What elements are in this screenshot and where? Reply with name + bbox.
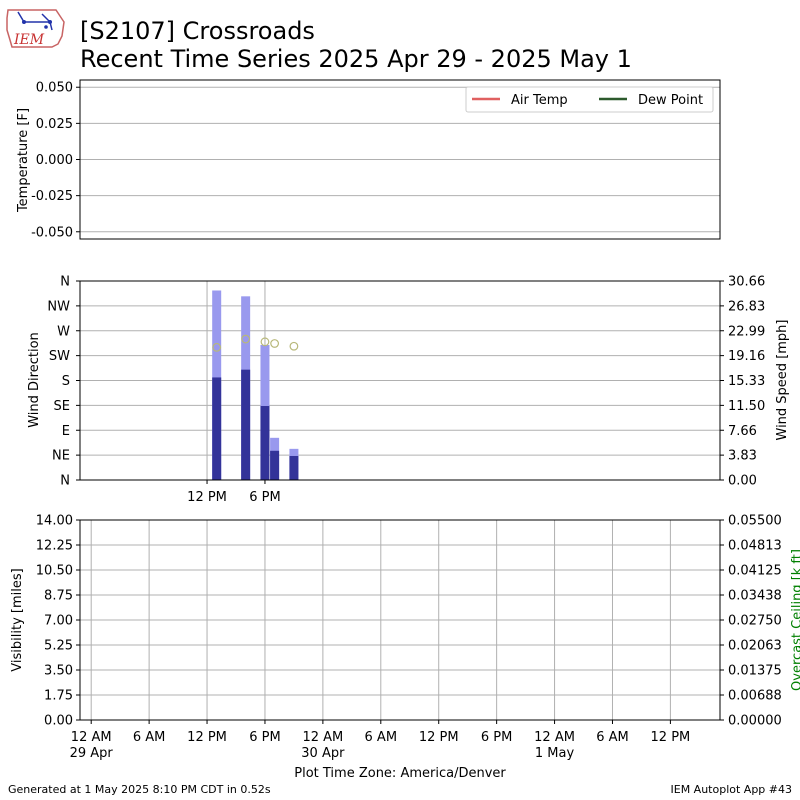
- wind-speed-axis-label: Wind Speed [mph]: [775, 320, 790, 441]
- visibility-y-tick-label: 1.75: [44, 689, 73, 704]
- time-x-tick-label: 30 Apr: [301, 746, 345, 761]
- ceiling-y-tick-label: 0.02750: [728, 614, 782, 629]
- visibility-y-tick-label: 8.75: [44, 589, 73, 604]
- time-x-tick-label: 6 AM: [596, 730, 629, 745]
- temperature-y-tick-label: 0.025: [36, 117, 73, 132]
- wind-direction-ticks: N NE E SE S SW W NW N: [47, 275, 80, 489]
- time-x-tick-label: 6 PM: [249, 730, 280, 745]
- wind-speed-ticks: 0.00 3.83 7.66 11.50 15.33 19.16 22.99 26.83 30.…: [720, 275, 765, 489]
- wind-speed-bar: [212, 377, 222, 480]
- time-x-tick-label: 12 PM: [651, 730, 691, 745]
- time-x-tick-label: 12 PM: [187, 730, 227, 745]
- visibility-y-tick-label: 12.25: [36, 539, 73, 554]
- temperature-y-axis-label: Temperature [F]: [16, 108, 31, 213]
- legend-box: [465, 86, 714, 113]
- wind-speed-bar: [289, 455, 299, 480]
- temperature-y-tick-label: -0.050: [31, 225, 73, 240]
- logo-text: IEM: [13, 32, 45, 48]
- visibility-grid: [80, 519, 720, 721]
- iem-logo: IEM: [6, 9, 65, 48]
- visibility-y-tick-label: 10.50: [36, 564, 73, 579]
- wind-direction-point: [270, 339, 280, 348]
- wind-grid: [80, 280, 720, 481]
- wind-direction-tick-label: W: [57, 324, 70, 339]
- ceiling-y-tick-label: 0.05500: [728, 514, 782, 529]
- wind-speed-tick-label: 30.66: [728, 275, 765, 290]
- wind-direction-tick-label: E: [62, 424, 70, 439]
- visibility-y-tick-label: 5.25: [44, 639, 73, 654]
- wind-direction-tick-label: SE: [54, 399, 70, 414]
- time-x-tick-label: 29 Apr: [70, 746, 114, 761]
- wind-direction-point: [260, 337, 270, 347]
- legend-dew-point-label: Dew Point: [638, 93, 703, 108]
- wind-speed-tick-label: 22.99: [728, 324, 765, 339]
- visibility-y-tick-label: 7.00: [44, 614, 73, 629]
- ceiling-y-tick-label: 0.04125: [728, 564, 782, 579]
- time-x-tick-label: 6 PM: [481, 730, 512, 745]
- wind-direction-tick-label: NW: [47, 299, 70, 314]
- wind-direction-markers: [212, 334, 299, 352]
- visibility-y-ticks: 0.00 1.75 3.50 5.25 7.00 8.75 10.50 12.25 14.00: [36, 514, 80, 729]
- time-x-tick-label: 6 AM: [365, 730, 398, 745]
- wind-direction-tick-label: SW: [49, 349, 70, 364]
- wind-direction-tick-label: S: [62, 374, 70, 389]
- time-axis-label: Plot Time Zone: America/Denver: [294, 766, 506, 781]
- wind-x-tick-label: 12 PM: [187, 490, 227, 505]
- temperature-panel: 0.050 0.025 0.000 -0.025 -0.050 Temperature …: [16, 79, 721, 240]
- wind-speed-bar: [270, 450, 280, 480]
- wind-speed-tick-label: 19.16: [728, 349, 765, 364]
- chart-subtitle: Recent Time Series 2025 Apr 29 - 2025 Ma…: [80, 45, 632, 73]
- wind-direction-point: [241, 334, 251, 344]
- wind-bars: [212, 290, 299, 480]
- ceiling-y-tick-label: 0.00688: [728, 689, 782, 704]
- temperature-y-tick-label: 0.050: [36, 81, 73, 96]
- wind-direction-tick-label: N: [60, 474, 70, 489]
- temperature-y-ticks: 0.050 0.025 0.000 -0.025 -0.050: [31, 81, 80, 240]
- ceiling-y-tick-label: 0.03438: [728, 589, 782, 604]
- app-credit: IEM Autoplot App #43: [670, 783, 793, 796]
- wind-speed-tick-label: 0.00: [728, 474, 757, 489]
- ceiling-y-tick-label: 0.02063: [728, 639, 782, 654]
- visibility-y-tick-label: 3.50: [44, 664, 73, 679]
- temperature-y-tick-label: -0.025: [31, 189, 73, 204]
- legend-air-temp-label: Air Temp: [511, 93, 568, 108]
- wind-panel: N NE E SE S SW W NW N 0.00 3.83 7.66 11.50 15.33 19.1…: [27, 275, 790, 506]
- wind-direction-tick-label: N: [60, 275, 70, 290]
- time-x-tick-label: 12 AM: [302, 730, 343, 745]
- generated-timestamp: Generated at 1 May 2025 8:10 PM CDT in 0…: [8, 783, 271, 796]
- wind-direction-tick-label: NE: [52, 449, 70, 464]
- ceiling-y-tick-label: 0.01375: [728, 664, 782, 679]
- wind-speed-bar: [260, 406, 270, 480]
- wind-x-tick-label: 6 PM: [249, 490, 280, 505]
- ceiling-y-tick-label: 0.04813: [728, 539, 782, 554]
- visibility-y-tick-label: 14.00: [36, 514, 73, 529]
- time-x-tick-label: 1 May: [535, 746, 575, 761]
- temperature-legend: Air Temp Dew Point: [465, 86, 714, 113]
- temperature-y-tick-label: 0.000: [36, 153, 73, 168]
- time-x-tick-label: 6 AM: [133, 730, 166, 745]
- wind-speed-tick-label: 26.83: [728, 299, 765, 314]
- wind-speed-tick-label: 11.50: [728, 399, 765, 414]
- ceiling-y-ticks: 0.00000 0.00688 0.01375 0.02063 0.02750 0.034…: [720, 514, 782, 729]
- temperature-grid: [80, 86, 720, 233]
- wind-speed-tick-label: 15.33: [728, 374, 765, 389]
- chart-title: [S2107] Crossroads: [80, 17, 315, 45]
- wind-speed-tick-label: 7.66: [728, 424, 757, 439]
- time-x-tick-label: 12 AM: [534, 730, 575, 745]
- time-x-tick-label: 12 AM: [71, 730, 112, 745]
- wind-direction-point: [212, 342, 222, 352]
- visibility-y-tick-label: 0.00: [44, 714, 73, 729]
- wind-x-ticks: 12 PM 6 PM: [187, 480, 281, 505]
- ceiling-y-tick-label: 0.00000: [728, 714, 782, 729]
- wind-direction-point: [289, 341, 299, 351]
- ceiling-y-axis-label: Overcast Ceiling [k ft]: [790, 549, 800, 691]
- wind-speed-bar: [241, 369, 251, 480]
- wind-speed-tick-label: 3.83: [728, 449, 757, 464]
- time-x-tick-label: 12 PM: [419, 730, 459, 745]
- visibility-panel: 0.001.753.505.257.008.7510.5012.2514.00 …: [10, 514, 800, 782]
- visibility-y-axis-label: Visibility [miles]: [10, 568, 25, 671]
- wind-direction-axis-label: Wind Direction: [27, 332, 42, 428]
